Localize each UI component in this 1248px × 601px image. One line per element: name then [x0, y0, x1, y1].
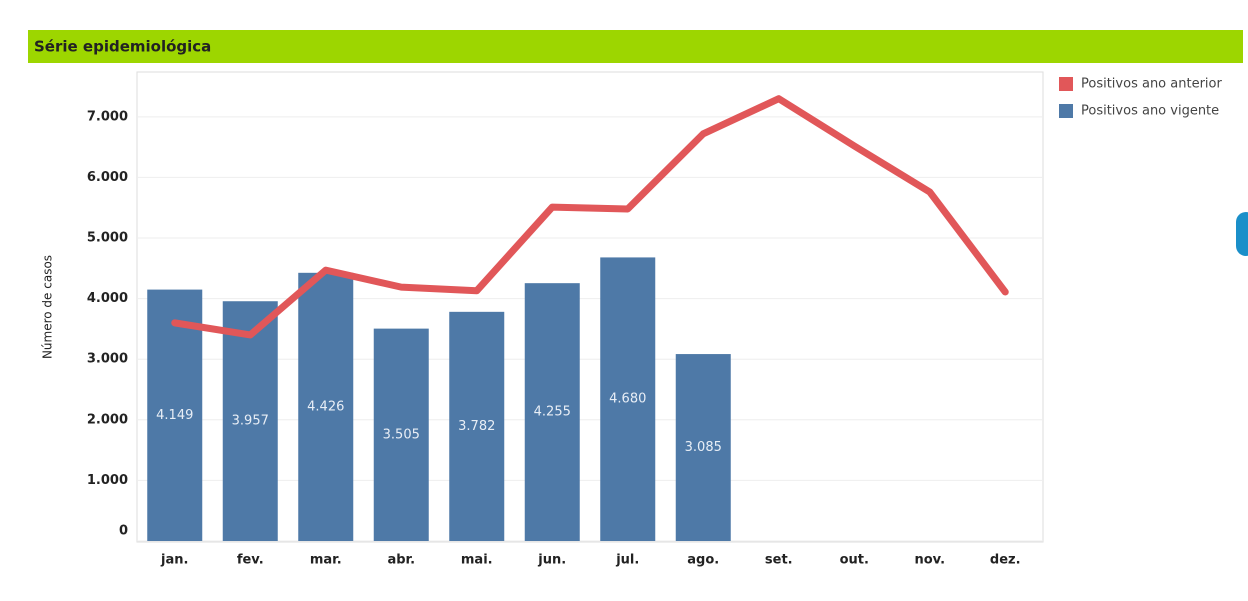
value-label: 3.957 — [232, 414, 269, 429]
x-tick-label: mai. — [461, 553, 493, 568]
y-tick-label: 4.000 — [87, 291, 128, 306]
bar — [147, 289, 203, 541]
y-tick-label: 7.000 — [87, 109, 128, 124]
value-label: 4.680 — [609, 392, 646, 407]
line — [171, 95, 1009, 339]
bar — [298, 272, 354, 541]
header-bar — [28, 30, 1243, 63]
y-tick-label: 6.000 — [87, 170, 128, 185]
legend-label: Positivos ano vigente — [1081, 104, 1219, 119]
y-axis-label: Número de casos — [41, 255, 55, 359]
y-tick-label: 5.000 — [87, 231, 128, 246]
bar — [222, 301, 278, 541]
value-label: 3.085 — [685, 440, 722, 455]
bar — [600, 257, 656, 541]
x-tick-label: out. — [840, 553, 869, 568]
y-tick-label: 1.000 — [87, 473, 128, 488]
bar — [373, 328, 429, 541]
x-tick-label: mar. — [310, 553, 342, 568]
x-tick-label: nov. — [914, 553, 945, 568]
y-tick-label: 0 — [119, 524, 128, 539]
bar — [449, 311, 505, 541]
bar — [524, 283, 580, 541]
value-label: 4.255 — [534, 405, 571, 420]
value-label: 4.149 — [156, 408, 193, 423]
y-tick-label: 2.000 — [87, 412, 128, 427]
x-tick-label: jan. — [160, 553, 188, 568]
legend-label: Positivos ano anterior — [1081, 77, 1222, 92]
plot-frame — [136, 71, 1044, 543]
bar — [675, 354, 731, 541]
legend-swatch — [1059, 77, 1073, 91]
legend-swatch — [1059, 104, 1073, 118]
value-label: 3.782 — [458, 419, 495, 434]
chart-title: Série epidemiológica — [34, 38, 211, 56]
x-tick-label: abr. — [387, 553, 415, 568]
x-tick-label: dez. — [990, 553, 1021, 568]
x-tick-label: jun. — [537, 553, 566, 568]
side-button[interactable] — [1236, 212, 1248, 256]
x-tick-label: fev. — [237, 553, 264, 568]
y-tick-label: 3.000 — [87, 352, 128, 367]
x-tick-label: ago. — [687, 553, 719, 568]
value-label: 4.426 — [307, 399, 344, 414]
x-tick-label: set. — [765, 553, 793, 568]
value-label: 3.505 — [383, 427, 420, 442]
x-tick-label: jul. — [615, 553, 639, 568]
